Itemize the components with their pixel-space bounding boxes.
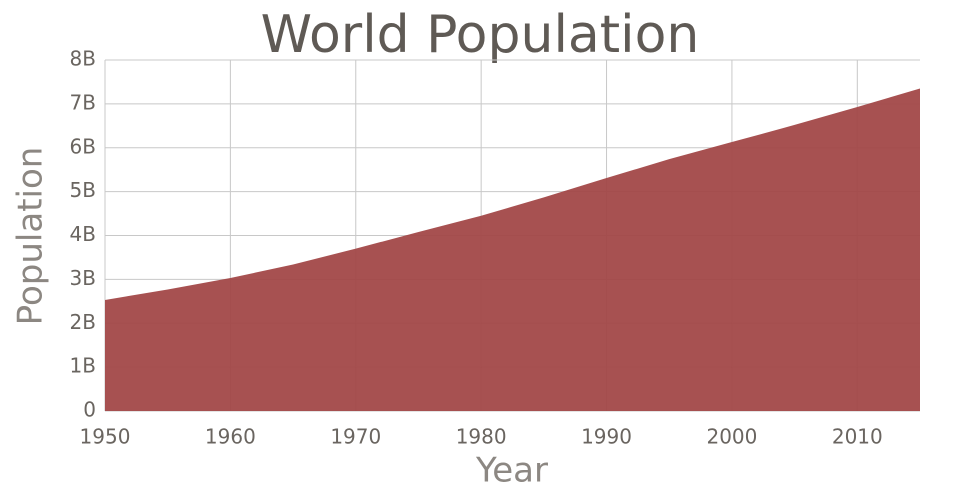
x-tick-label: 1950 — [80, 425, 131, 449]
chart-title: World Population — [261, 5, 700, 65]
x-tick-label: 2010 — [832, 425, 883, 449]
y-tick-label: 6B — [70, 134, 96, 158]
y-tick-label: 3B — [70, 266, 96, 290]
x-tick-label: 1960 — [205, 425, 256, 449]
y-tick-label: 4B — [70, 222, 96, 246]
y-tick-label: 2B — [70, 310, 96, 334]
x-axis-title: Year — [475, 451, 548, 491]
x-tick-label: 1980 — [456, 425, 507, 449]
x-tick-label: 1970 — [330, 425, 381, 449]
y-tick-label: 8B — [70, 47, 96, 71]
x-tick-label: 1990 — [581, 425, 632, 449]
y-tick-label: 1B — [70, 354, 96, 378]
y-tick-label: 7B — [70, 90, 96, 114]
y-tick-label: 0 — [83, 398, 96, 422]
area — [105, 88, 920, 412]
x-tick-label: 2000 — [706, 425, 757, 449]
y-tick-label: 5B — [70, 178, 96, 202]
y-axis-title: Population — [11, 147, 51, 326]
